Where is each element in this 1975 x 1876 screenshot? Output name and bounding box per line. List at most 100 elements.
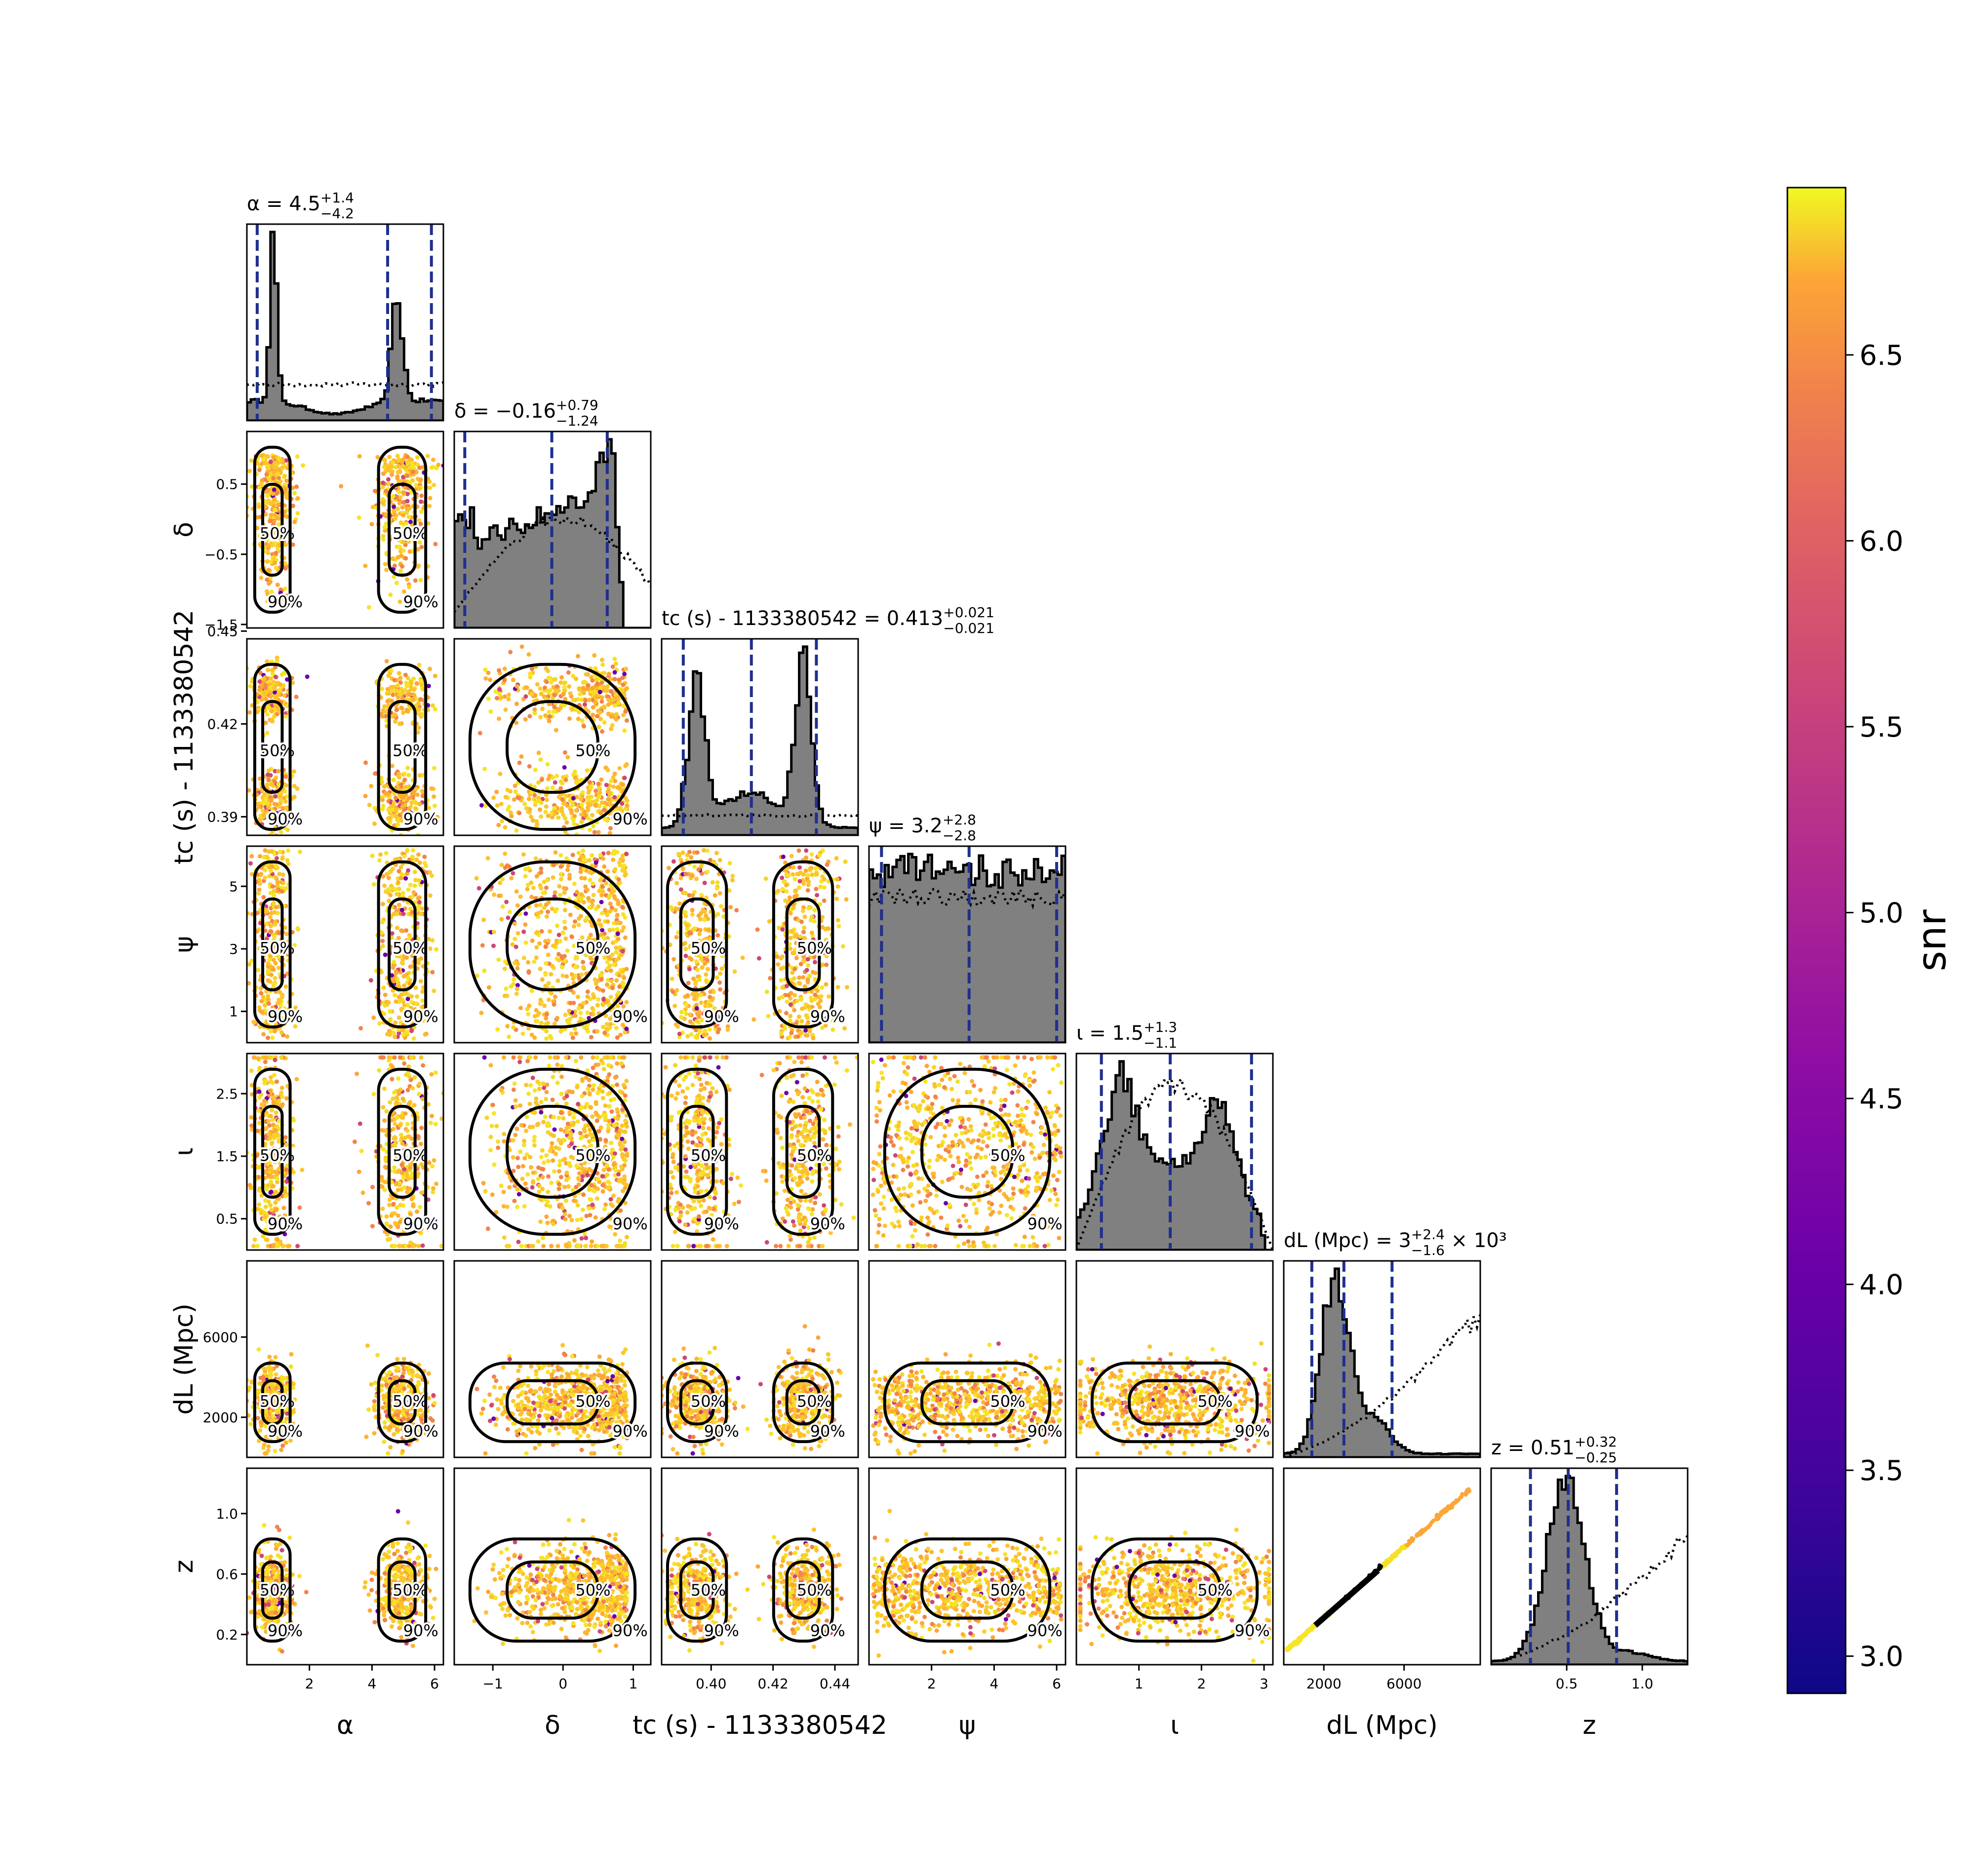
contour-50% — [785, 898, 821, 991]
sample-point — [410, 855, 415, 860]
sample-point — [605, 768, 610, 773]
sample-point — [712, 893, 717, 898]
sample-point — [282, 1216, 287, 1221]
sample-point — [584, 917, 589, 922]
sample-point — [793, 889, 798, 894]
sample-point — [273, 815, 278, 820]
sample-point — [556, 794, 561, 799]
sample-point — [257, 946, 262, 951]
sample-point — [283, 714, 288, 719]
sample-point — [273, 1160, 277, 1165]
sample-point — [790, 872, 795, 877]
sample-point — [476, 886, 481, 891]
sample-point — [614, 950, 619, 955]
sample-point — [710, 880, 715, 885]
sample-point — [404, 523, 409, 528]
sample-point — [805, 957, 810, 962]
sample-point — [259, 991, 264, 996]
sample-point — [391, 460, 395, 465]
sample-point — [560, 797, 565, 802]
sample-point — [563, 697, 568, 702]
sample-point — [255, 461, 260, 466]
sample-point — [830, 1027, 835, 1032]
sample-point — [391, 684, 396, 689]
sample-point — [275, 490, 279, 495]
sample-point — [428, 946, 433, 951]
sample-point — [483, 667, 488, 672]
panel-alpha-delta: 50%90%50%90%0.5−0.5−1.5δ — [169, 430, 444, 633]
sample-point — [286, 861, 291, 866]
sample-point — [539, 800, 544, 805]
sample-point — [580, 807, 585, 812]
sample-point — [534, 819, 539, 824]
sample-point — [592, 977, 597, 982]
sample-point — [266, 1035, 271, 1040]
sample-point — [387, 820, 392, 825]
sample-point — [395, 953, 399, 958]
sample-point — [272, 497, 277, 502]
sample-point — [589, 956, 593, 961]
sample-point — [396, 983, 401, 988]
sample-point — [400, 891, 405, 896]
sample-point — [811, 1036, 816, 1041]
sample-point — [625, 1016, 630, 1020]
sample-point — [276, 998, 281, 1003]
sample-point — [247, 788, 251, 793]
sample-point — [558, 853, 563, 858]
sample-point — [261, 994, 266, 999]
sample-point — [571, 1001, 576, 1006]
sample-point — [621, 1009, 626, 1014]
sample-point — [756, 956, 761, 961]
sample-point — [394, 969, 398, 974]
y-axis-label-psi: ψ — [169, 936, 199, 953]
sample-point — [515, 931, 520, 936]
sample-point — [272, 560, 277, 565]
sample-point — [280, 1194, 285, 1199]
sample-point — [400, 811, 405, 816]
sample-point — [260, 478, 265, 483]
sample-point — [278, 597, 283, 602]
sample-point — [266, 667, 271, 672]
sample-point — [546, 675, 551, 680]
sample-point — [400, 564, 405, 569]
sample-point — [432, 803, 437, 808]
sample-point — [587, 858, 592, 863]
sample-point — [672, 957, 676, 962]
contour-50% — [261, 483, 284, 577]
sample-point — [277, 850, 282, 855]
sample-point — [704, 895, 709, 900]
sample-point — [767, 919, 772, 924]
sample-point — [624, 718, 629, 723]
sample-point — [615, 932, 620, 937]
sample-point — [269, 1075, 274, 1080]
sample-point — [805, 1015, 810, 1020]
sample-point — [705, 848, 710, 853]
sample-point — [725, 1027, 730, 1032]
sample-point — [606, 698, 611, 703]
sample-point — [284, 514, 289, 519]
sample-point — [697, 1029, 702, 1034]
sample-point — [621, 925, 626, 930]
sample-point — [407, 1244, 412, 1249]
sample-point — [794, 940, 799, 945]
sample-point — [363, 793, 368, 798]
sample-point — [751, 1017, 756, 1022]
sample-point — [719, 966, 724, 971]
sample-point — [601, 997, 606, 1002]
sample-point — [416, 852, 421, 857]
contour-label: 90% — [613, 1007, 648, 1026]
sample-point — [290, 1222, 295, 1227]
panel-frame — [246, 638, 444, 836]
sample-point — [532, 1014, 537, 1018]
sample-point — [265, 731, 270, 736]
sample-point — [802, 950, 807, 955]
sample-point — [416, 547, 421, 552]
sample-point — [811, 937, 816, 942]
sample-point — [261, 457, 266, 462]
sample-point — [521, 852, 526, 857]
sample-point — [268, 1190, 273, 1195]
sample-point — [791, 905, 796, 910]
sample-point — [268, 1029, 273, 1034]
sample-point — [836, 924, 841, 929]
sample-point — [621, 704, 626, 708]
